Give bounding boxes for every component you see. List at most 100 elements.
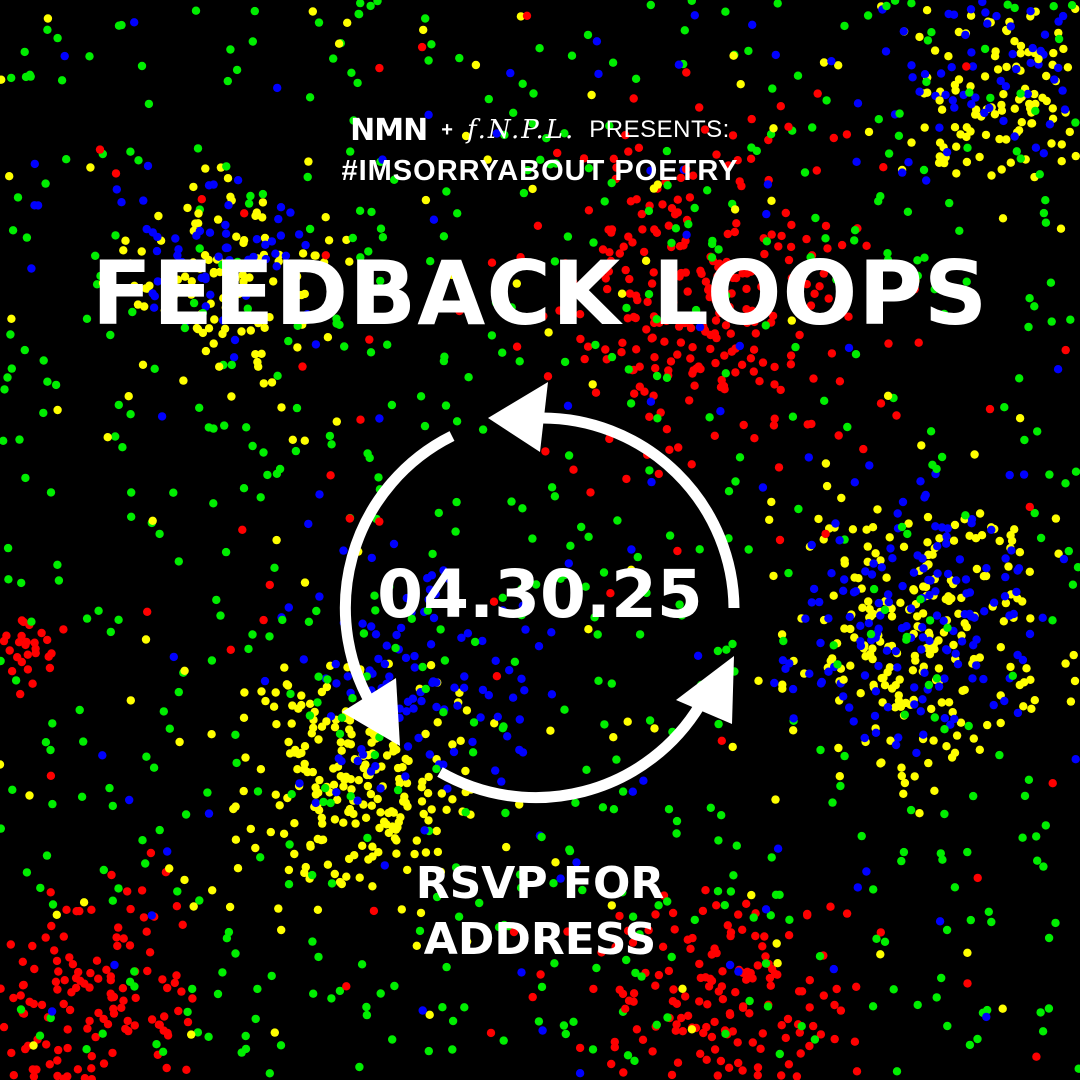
background-dot xyxy=(42,1040,51,1049)
background-dot xyxy=(868,654,877,664)
background-dot xyxy=(87,905,96,914)
background-dot xyxy=(353,756,362,766)
background-dot xyxy=(902,622,911,631)
background-dot xyxy=(911,276,920,285)
background-dot xyxy=(57,76,67,85)
background-dot xyxy=(383,340,392,349)
background-dot xyxy=(345,514,354,523)
background-dot xyxy=(54,1045,63,1055)
background-dot xyxy=(260,676,270,686)
background-dot xyxy=(619,1068,628,1077)
background-dot xyxy=(882,646,892,655)
background-dot xyxy=(273,83,282,93)
background-dot xyxy=(138,836,147,845)
background-dot xyxy=(277,925,286,935)
background-dot xyxy=(997,165,1006,174)
background-dot xyxy=(1058,11,1068,21)
background-dot xyxy=(933,569,942,578)
background-dot xyxy=(631,968,640,978)
background-dot xyxy=(923,36,933,45)
background-dot xyxy=(919,730,928,739)
background-dot xyxy=(284,737,293,747)
background-dot xyxy=(784,255,794,265)
background-dot xyxy=(767,230,776,239)
background-dot xyxy=(593,630,602,639)
background-dot xyxy=(760,932,769,941)
background-dot xyxy=(170,978,179,988)
background-dot xyxy=(274,214,283,224)
background-dot xyxy=(265,313,274,322)
background-dot xyxy=(638,225,647,234)
background-dot xyxy=(926,576,935,585)
background-dot xyxy=(724,487,734,496)
background-dot xyxy=(751,329,760,338)
background-dot xyxy=(967,48,976,57)
background-dot xyxy=(726,928,736,937)
background-dot xyxy=(512,279,521,288)
background-dot xyxy=(714,245,723,254)
background-dot xyxy=(960,685,969,695)
background-dot xyxy=(188,283,197,292)
background-dot xyxy=(517,968,526,977)
background-dot xyxy=(45,1060,54,1069)
background-dot xyxy=(784,931,794,940)
background-dot xyxy=(897,771,906,781)
background-dot xyxy=(443,784,452,793)
background-dot xyxy=(652,1020,661,1029)
background-dot xyxy=(789,714,798,723)
background-dot xyxy=(491,766,500,775)
background-dot xyxy=(226,45,235,54)
background-dot xyxy=(969,734,978,743)
background-dot xyxy=(785,659,794,668)
background-dot xyxy=(858,603,867,612)
background-dot xyxy=(276,203,286,212)
background-dot xyxy=(39,356,48,365)
background-dot xyxy=(498,593,507,602)
background-dot xyxy=(990,52,1000,61)
background-dot xyxy=(79,898,89,907)
background-dot xyxy=(313,905,323,914)
background-dot xyxy=(117,1003,126,1012)
background-dot xyxy=(5,646,14,655)
background-dot xyxy=(366,348,376,357)
background-dot xyxy=(30,964,39,974)
background-dot xyxy=(597,948,606,957)
background-dot xyxy=(919,582,928,591)
background-dot xyxy=(152,1040,161,1049)
background-dot xyxy=(1042,71,1051,81)
background-dot xyxy=(705,292,714,302)
background-dot xyxy=(414,733,423,743)
background-dot xyxy=(990,110,1000,119)
background-dot xyxy=(575,1069,585,1078)
background-dot xyxy=(181,810,191,819)
background-dot xyxy=(924,758,933,768)
background-dot xyxy=(963,847,972,857)
background-dot xyxy=(419,25,428,35)
background-dot xyxy=(729,871,738,880)
background-dot xyxy=(645,716,655,725)
background-dot xyxy=(753,961,762,970)
background-dot xyxy=(784,122,793,131)
background-dot xyxy=(284,280,293,290)
background-dot xyxy=(201,302,210,311)
background-dot xyxy=(736,80,745,89)
background-dot xyxy=(374,473,383,482)
background-dot xyxy=(470,637,480,647)
background-dot xyxy=(987,171,996,180)
background-dot xyxy=(1034,54,1043,64)
background-dot xyxy=(346,147,355,156)
background-dot xyxy=(410,663,419,672)
background-dot xyxy=(561,1029,570,1039)
background-dot xyxy=(222,162,231,171)
background-dot xyxy=(827,57,836,66)
background-dot xyxy=(619,242,628,251)
background-dot xyxy=(163,847,172,856)
background-dot xyxy=(376,784,385,793)
background-dot xyxy=(250,263,259,272)
background-dot xyxy=(778,680,787,689)
background-dot xyxy=(622,955,631,965)
background-dot xyxy=(3,373,12,382)
background-dot xyxy=(1020,791,1030,801)
background-dot xyxy=(845,612,854,622)
